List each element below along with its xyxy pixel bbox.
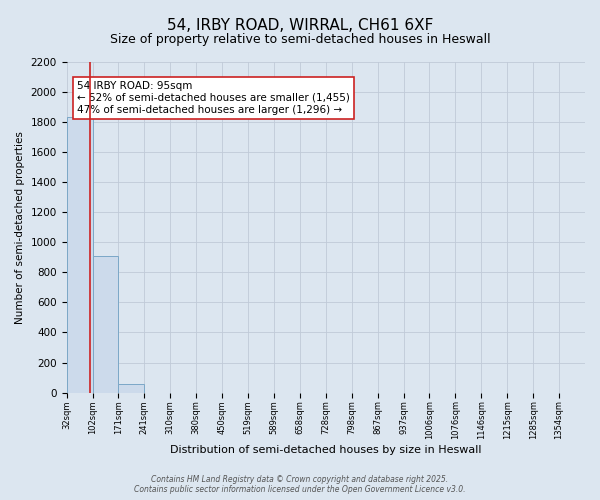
X-axis label: Distribution of semi-detached houses by size in Heswall: Distribution of semi-detached houses by … — [170, 445, 482, 455]
Bar — [92, 256, 118, 392]
Y-axis label: Number of semi-detached properties: Number of semi-detached properties — [15, 130, 25, 324]
Text: Contains HM Land Registry data © Crown copyright and database right 2025.
Contai: Contains HM Land Registry data © Crown c… — [134, 474, 466, 494]
Bar — [118, 384, 145, 392]
Text: 54, IRBY ROAD, WIRRAL, CH61 6XF: 54, IRBY ROAD, WIRRAL, CH61 6XF — [167, 18, 433, 32]
Text: Size of property relative to semi-detached houses in Heswall: Size of property relative to semi-detach… — [110, 32, 490, 46]
Text: 54 IRBY ROAD: 95sqm
← 52% of semi-detached houses are smaller (1,455)
47% of sem: 54 IRBY ROAD: 95sqm ← 52% of semi-detach… — [77, 82, 350, 114]
Bar — [67, 117, 92, 392]
